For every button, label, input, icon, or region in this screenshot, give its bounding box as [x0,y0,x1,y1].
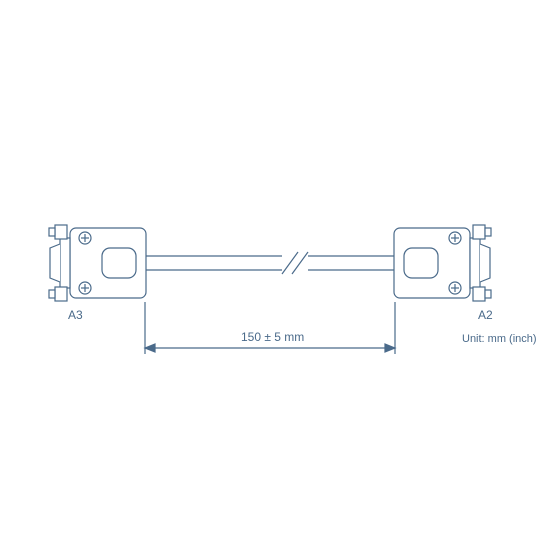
label-a3: A3 [68,308,83,322]
dimension-label: 150 ± 5 mm [237,330,308,344]
dimension-line [145,302,395,354]
connector-left [49,225,146,301]
label-a2: A2 [478,308,493,322]
unit-label: Unit: mm (inch) [462,333,537,345]
cable-diagram [0,0,550,550]
connector-right [394,225,491,301]
cable [145,252,395,274]
